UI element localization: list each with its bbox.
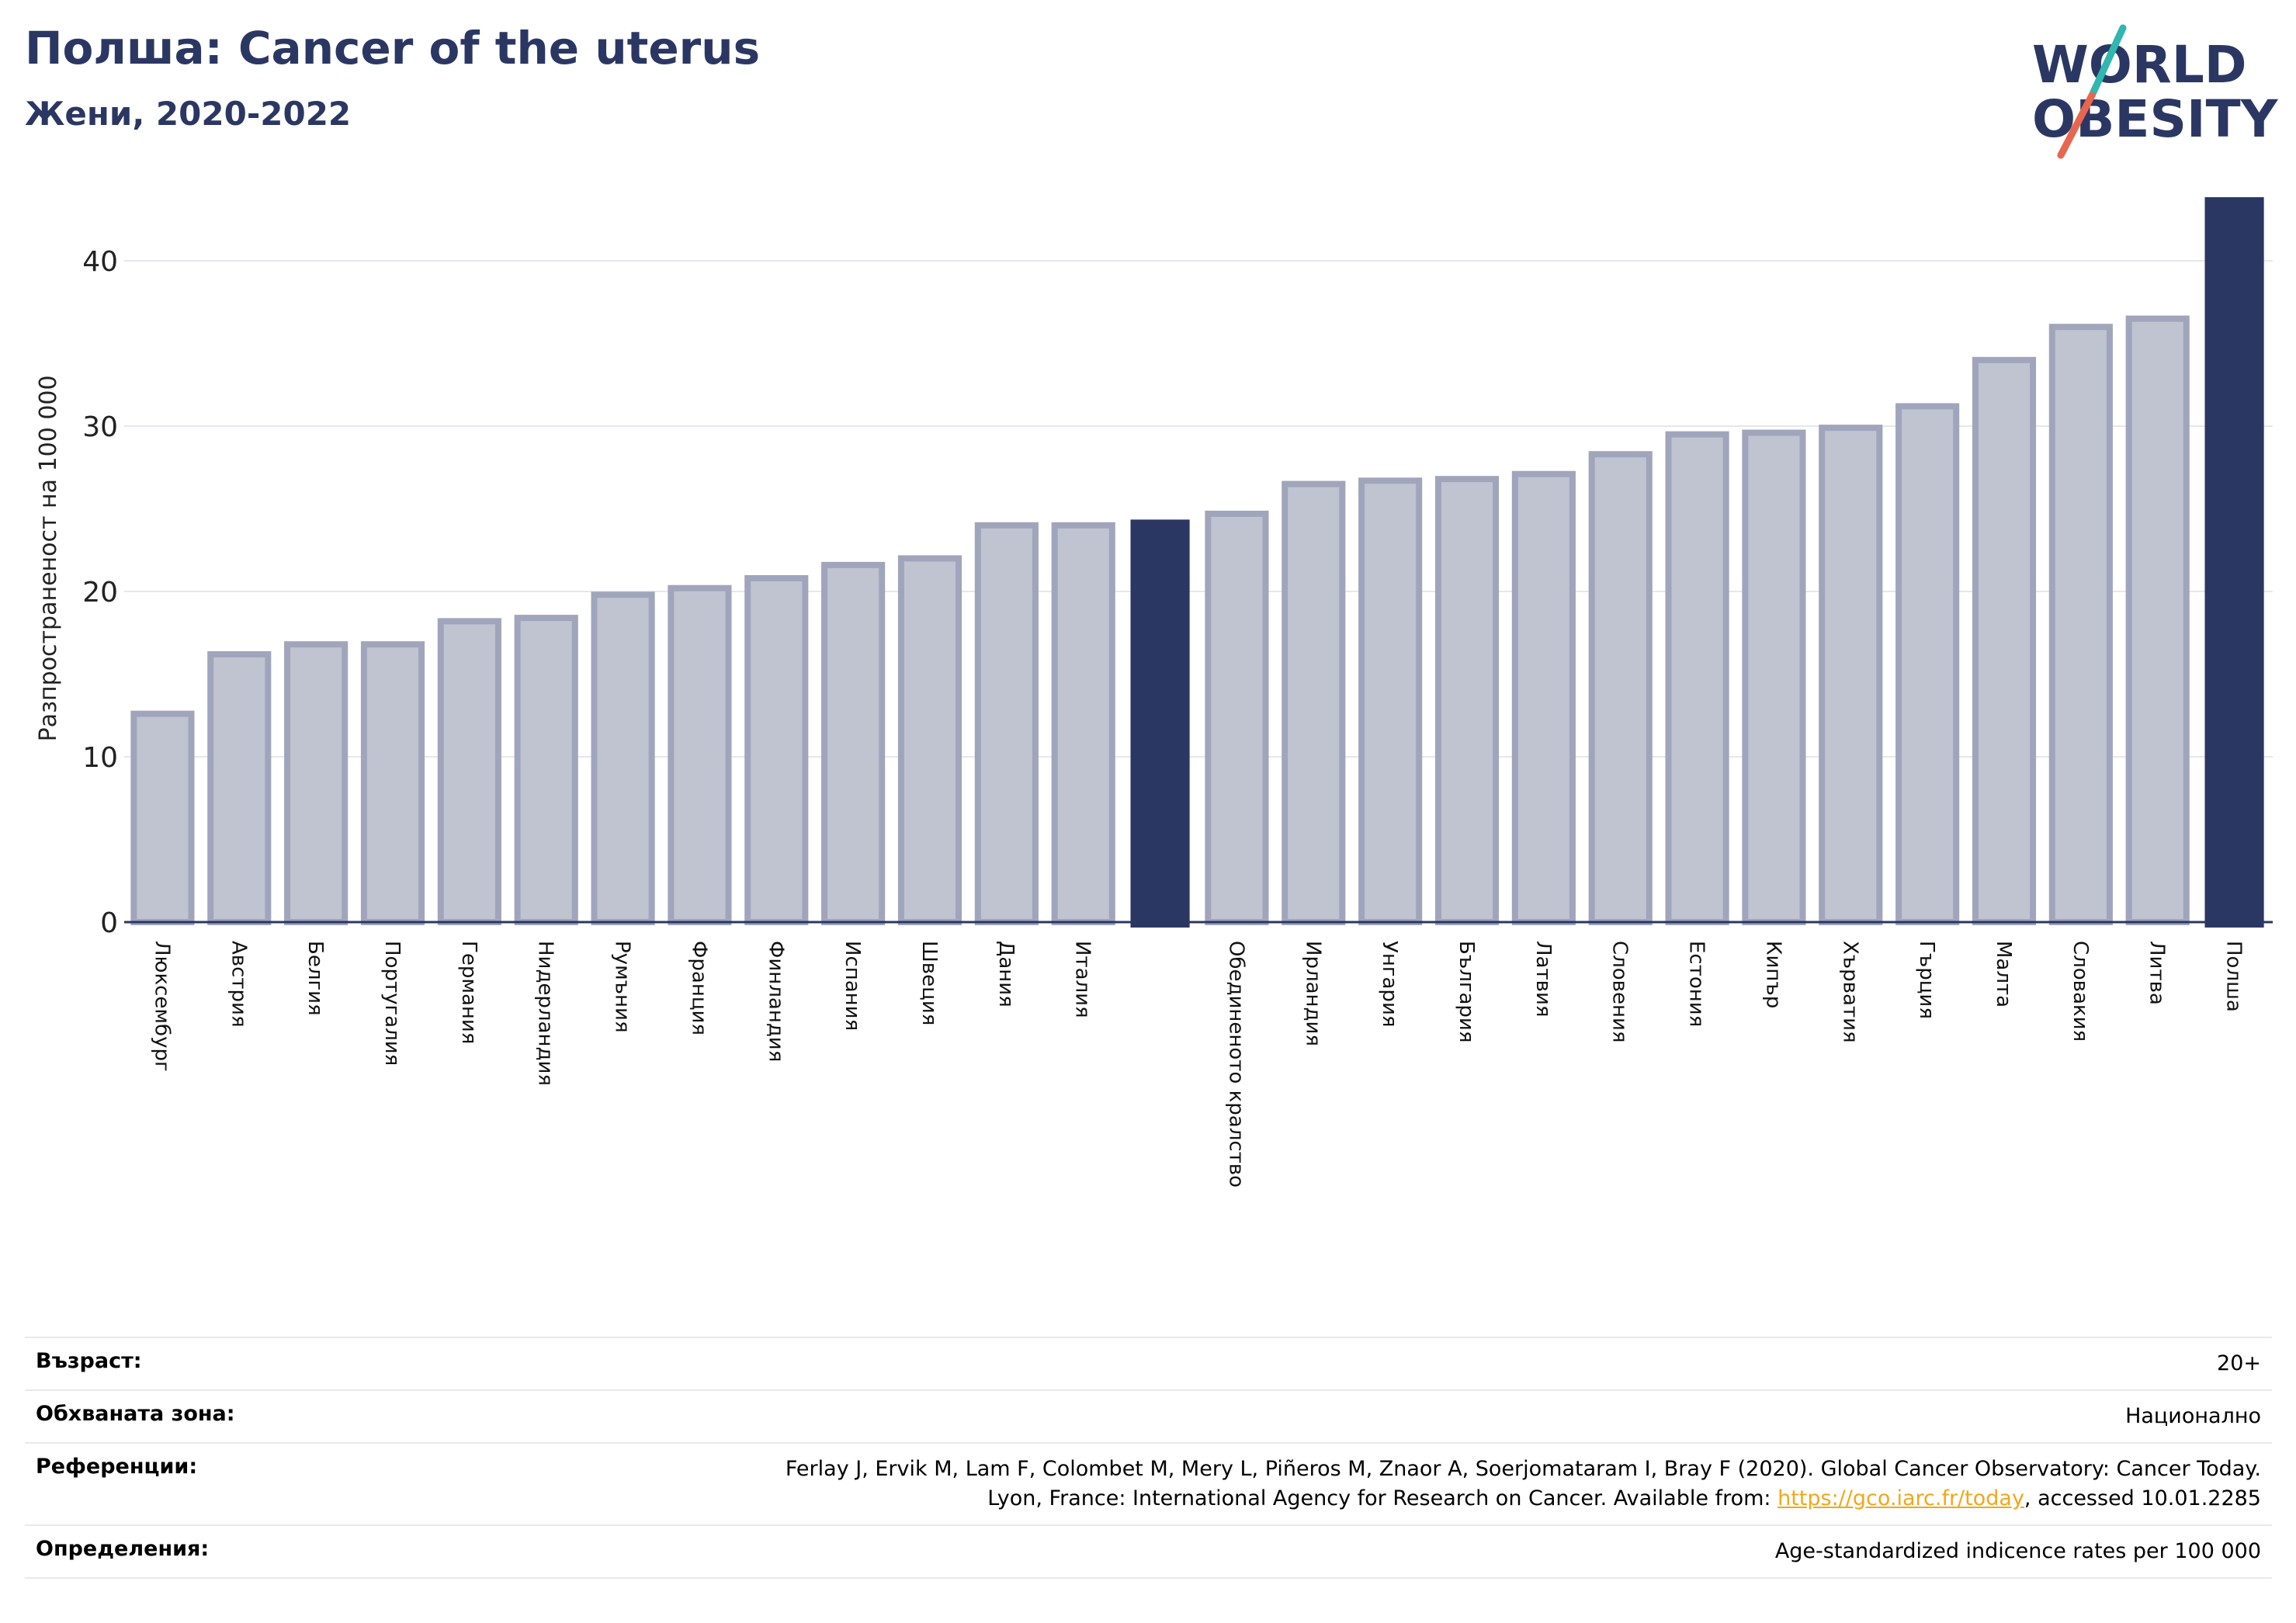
definitions-label: Определения: [36, 1537, 210, 1561]
bar-Люксембург [130, 710, 195, 925]
bar-Швеция [897, 555, 962, 926]
info-row-area: Обхваната зона: Национално [25, 1389, 2272, 1442]
x-tick-label: Франция [687, 941, 710, 1035]
bar-Франция [668, 584, 732, 925]
references-line2-suffix: , accessed 10.01.2285 [2024, 1486, 2261, 1510]
bar-Полша [2204, 197, 2264, 928]
x-tick-label: Румъния [611, 941, 634, 1033]
logo-line2: OBESITY [2032, 89, 2279, 149]
x-tick-label: Португалия [380, 941, 404, 1066]
x-tick-label: Литва [2145, 941, 2169, 1005]
x-tick-label: Обединеното кралство [1224, 941, 1247, 1188]
bar-Естония [1665, 431, 1729, 925]
bar-България [1434, 476, 1500, 925]
bar-Ирландия [1282, 480, 1346, 925]
logo-coral-slash [2057, 92, 2096, 159]
bar-Латвия [1511, 470, 1576, 925]
chart-title: Полша: Cancer of the uterus [25, 22, 761, 75]
x-tick-label: Кипър [1761, 941, 1784, 1008]
info-row-references: Референции: Ferlay J, Ervik M, Lam F, Co… [25, 1442, 2272, 1524]
bar-Португалия [360, 641, 425, 925]
bar-Гърция [1895, 403, 1960, 925]
x-tick-label: Белгия [303, 941, 327, 1016]
x-tick-label: Словения [1608, 941, 1632, 1043]
x-tick-label: Швеция [917, 941, 941, 1025]
x-tick-label: Австрия [227, 941, 250, 1028]
x-tick-label: Латвия [1531, 941, 1555, 1018]
chart-subtitle: Жени, 2020-2022 [25, 95, 352, 133]
bar-Кипър [1742, 429, 1806, 925]
x-tick-label: Унгария [1378, 941, 1401, 1027]
bar-Германия [437, 618, 501, 926]
references-link[interactable]: https://gco.iarc.fr/today [1777, 1486, 2024, 1510]
references-line1: Ferlay J, Ervik M, Lam F, Colombet M, Me… [785, 1457, 2261, 1481]
bar-Финландия [744, 574, 809, 926]
bar-Малта [1972, 356, 2037, 925]
world-obesity-logo: WORLD OBESITY [2032, 24, 2279, 159]
y-tick-label: 20 [82, 577, 118, 609]
y-tick-label: 10 [82, 742, 118, 774]
x-tick-label: Германия [457, 941, 480, 1044]
bar-Хърватия [1819, 425, 1883, 925]
x-tick-label: Люксембург [150, 941, 173, 1072]
references-value: Ferlay J, Ervik M, Lam F, Colombet M, Me… [786, 1455, 2261, 1514]
bar-Дания [974, 522, 1039, 925]
bar-Словения [1588, 451, 1653, 925]
info-row-definitions: Определения: Age-standardized indicence … [25, 1524, 2272, 1579]
bar-Италия [1051, 522, 1115, 925]
y-tick-label: 0 [100, 907, 118, 939]
age-value: 20+ [2217, 1351, 2261, 1375]
info-table: Възраст: 20+ Обхваната зона: Национално … [25, 1337, 2272, 1579]
bar-Унгария [1358, 477, 1423, 925]
x-tick-label: Хърватия [1838, 941, 1861, 1043]
references-line2-prefix: Lyon, France: International Agency for R… [987, 1486, 1778, 1510]
references-label: Референции: [36, 1455, 198, 1479]
bar-Нидерландия [514, 615, 578, 926]
x-tick-label: България [1455, 941, 1478, 1042]
x-tick-label: Италия [1071, 941, 1094, 1018]
bar-Австрия [207, 650, 272, 925]
definitions-value: Age-standardized indicence rates per 100… [1774, 1539, 2261, 1563]
age-label: Възраст: [36, 1349, 142, 1373]
x-tick-label: Дания [994, 941, 1018, 1007]
bar-Литва [2125, 315, 2190, 925]
y-axis-label: Разпространеност на 100 000 [35, 375, 62, 741]
bar-unlabeled [1130, 519, 1190, 928]
bar-Испания [821, 561, 886, 925]
info-row-age: Възраст: 20+ [25, 1337, 2272, 1389]
bar-Обединеното кралство [1205, 510, 1269, 925]
x-tick-label: Малта [1992, 941, 2015, 1007]
bar-Словакия [2048, 324, 2113, 925]
bar-Белгия [284, 641, 349, 925]
bar-Румъния [591, 591, 655, 925]
x-tick-label: Ирландия [1301, 941, 1324, 1046]
x-tick-label: Испания [841, 941, 864, 1031]
x-tick-label: Гърция [1915, 941, 1938, 1019]
bar-chart: 0 10 20 30 40 Разпространеност на 100 000 Люкс… [35, 197, 2273, 1188]
logo-teal-slash [2088, 24, 2127, 99]
x-tick-label: Финландия [764, 941, 787, 1062]
y-tick-label: 40 [82, 246, 118, 278]
x-tick-label: Естония [1685, 941, 1708, 1027]
area-label: Обхваната зона: [36, 1402, 235, 1426]
logo-line1: WORLD [2032, 35, 2247, 95]
area-value: Национално [2125, 1404, 2261, 1428]
x-tick-label: Нидерландия [534, 941, 557, 1086]
x-tick-label: Полша [2222, 941, 2246, 1012]
y-tick-label: 30 [82, 411, 118, 443]
x-tick-label: Словакия [2069, 941, 2092, 1042]
